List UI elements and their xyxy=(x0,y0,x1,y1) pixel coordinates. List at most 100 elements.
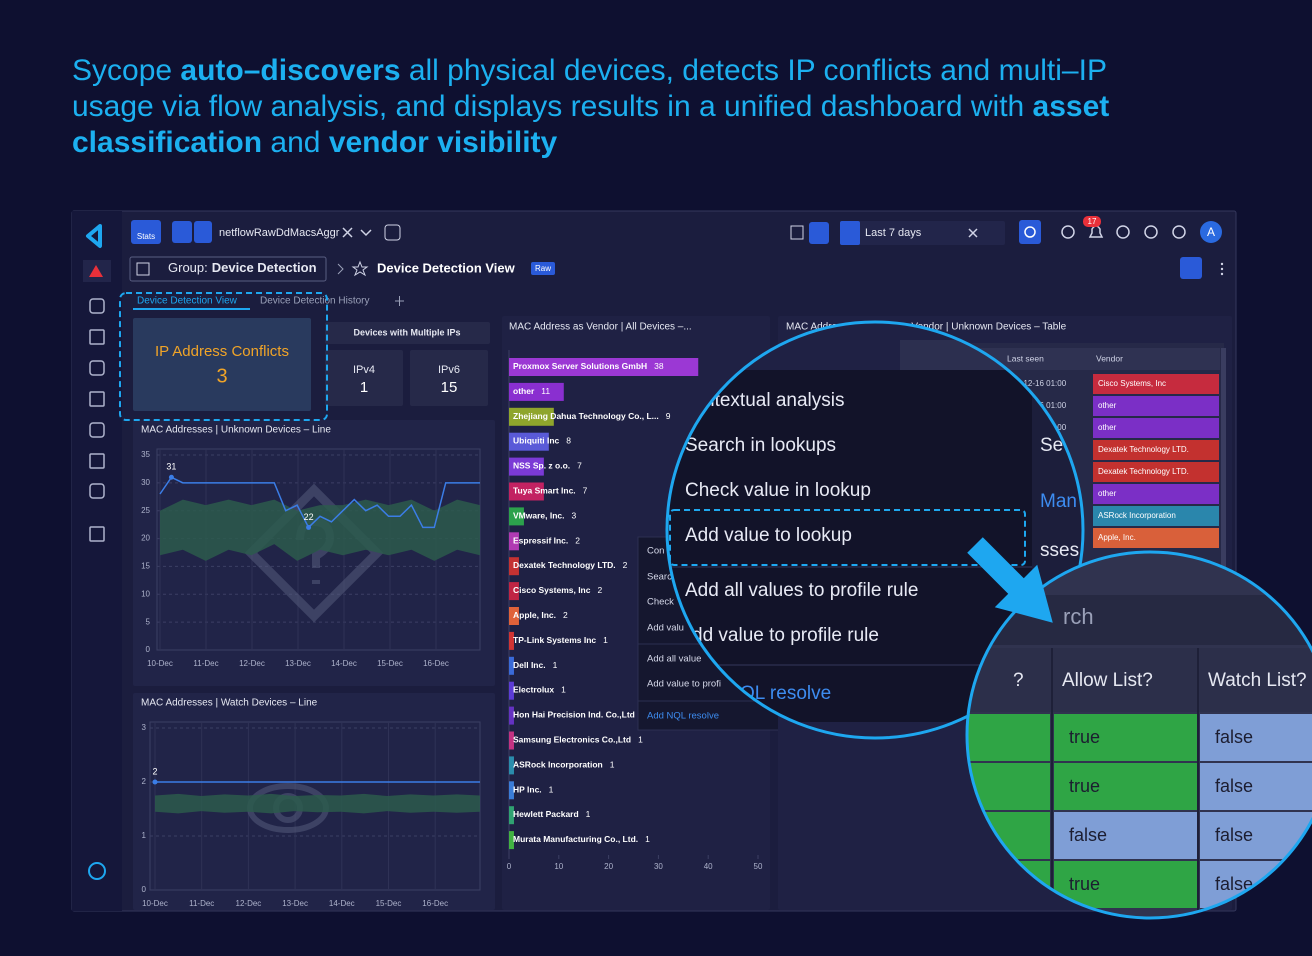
context-menu-item[interactable]: Con xyxy=(647,546,664,557)
bar-category: Apple, Inc. xyxy=(513,610,556,620)
toolbar-icon[interactable] xyxy=(1061,225,1075,239)
x-tick-label: 30 xyxy=(654,862,663,871)
headline-line: usage via flow analysis, and displays re… xyxy=(72,90,1109,123)
x-tick-label: 0 xyxy=(507,862,512,871)
multi-ip-header xyxy=(325,322,490,344)
time-clear[interactable] xyxy=(968,228,978,238)
query-icon xyxy=(172,221,192,243)
behind-text: sses | xyxy=(1040,540,1089,561)
bar-label: Proxmox Server Solutions GmbH 38 xyxy=(513,361,664,371)
add-query[interactable] xyxy=(384,224,401,241)
vendor-name: other xyxy=(1098,489,1117,498)
zoom-menu-item[interactable]: QL resolve xyxy=(740,683,831,704)
bar xyxy=(509,457,544,476)
zoom-column-header: Watch List? xyxy=(1208,670,1307,691)
bar-value: 2 xyxy=(563,610,568,620)
vendor-cell xyxy=(1093,462,1219,482)
refresh-icon xyxy=(1024,226,1036,238)
bool-value: true xyxy=(1069,727,1100,747)
bar-label: ASRock Incorporation 1 xyxy=(513,760,615,770)
bar-label: Electrolux 1 xyxy=(513,685,566,695)
bar-label: TP-Link Systems Inc 1 xyxy=(513,635,608,645)
avatar[interactable] xyxy=(1200,221,1222,243)
zoom-menu-item[interactable]: Search in lookups xyxy=(685,435,836,456)
y-tick-label: 3 xyxy=(142,723,147,732)
bar-value: 7 xyxy=(577,461,582,471)
breadcrumb-sep xyxy=(337,263,344,275)
nav-icon[interactable] xyxy=(89,422,105,438)
toolbar-icon[interactable] xyxy=(1144,225,1158,239)
bar-value: 1 xyxy=(645,834,650,844)
bar-label: Espressif Inc. 2 xyxy=(513,536,580,546)
nav-icon[interactable] xyxy=(89,526,105,542)
bar-label: Hewlett Packard 1 xyxy=(513,809,591,819)
x-tick-label: 15-Dec xyxy=(376,899,402,908)
edit-button[interactable] xyxy=(1180,257,1202,279)
context-menu-item[interactable]: Add all value xyxy=(647,654,701,665)
group-selector[interactable] xyxy=(129,256,327,282)
kpi-title: IP Address Conflicts xyxy=(155,343,289,360)
bar-value: 1 xyxy=(549,785,554,795)
bar xyxy=(509,382,564,401)
zoom-menu-item[interactable]: ntextual analysis xyxy=(704,390,844,411)
bar-category: Cisco Systems, Inc xyxy=(513,585,591,595)
time-box[interactable] xyxy=(840,221,1005,245)
bar-category: Hon Hai Precision Ind. Co.,Ltd xyxy=(513,710,635,720)
nav-icon[interactable] xyxy=(89,391,105,407)
nav-icon[interactable] xyxy=(89,360,105,376)
tab[interactable]: Device Detection History xyxy=(260,296,369,307)
behind-text: Se xyxy=(1040,435,1063,456)
context-menu-item[interactable]: Check xyxy=(647,597,674,608)
headline-line: Sycope auto–discovers all physical devic… xyxy=(72,54,1107,87)
bar-category: Dell Inc. xyxy=(513,660,546,670)
bar xyxy=(509,731,514,750)
y-tick-label: 0 xyxy=(142,885,147,894)
save-button[interactable] xyxy=(790,225,804,240)
pointer-arrow xyxy=(967,537,1053,623)
nav-icon[interactable] xyxy=(89,298,105,314)
context-menu-item[interactable]: Add valu xyxy=(647,623,684,634)
context-menu-item[interactable]: Add value to profi xyxy=(647,679,721,690)
toolbar-icon[interactable] xyxy=(1116,225,1130,239)
vendor-name: Dexatek Technology LTD. xyxy=(1098,445,1189,454)
logo xyxy=(86,224,102,248)
x-tick-label: 14-Dec xyxy=(331,659,357,668)
bar-label: VMware, Inc. 3 xyxy=(513,511,577,521)
bar-value: 1 xyxy=(561,685,566,695)
stats-button[interactable] xyxy=(131,220,161,244)
nav-icon[interactable] xyxy=(89,483,105,499)
tab[interactable]: Device Detection View xyxy=(137,296,238,307)
context-menu-item[interactable]: Searc xyxy=(647,572,672,583)
notification-badge xyxy=(1083,216,1101,227)
favorite-star[interactable] xyxy=(351,260,369,277)
y-tick-label: 0 xyxy=(146,645,151,654)
bar-category: Ubiquiti Inc xyxy=(513,436,560,446)
x-tick-label: 13-Dec xyxy=(282,899,308,908)
stats-label: Stats xyxy=(137,232,155,241)
headline-strong: asset xyxy=(1033,90,1110,123)
zoom-menu-item[interactable]: Check value in lookup xyxy=(685,480,871,501)
bar xyxy=(509,557,519,576)
toolbar-icon[interactable] xyxy=(1172,225,1186,239)
nav-icon[interactable] xyxy=(89,329,105,345)
zoom-menu-item[interactable]: Add all values to profile rule xyxy=(685,580,918,601)
zoom-menu-item[interactable]: dd value to profile rule xyxy=(692,625,879,646)
range-band xyxy=(155,793,480,814)
y-tick-label: 2 xyxy=(142,777,147,786)
bool-cell xyxy=(1200,714,1312,761)
query-clear[interactable] xyxy=(342,227,372,238)
nav-icon[interactable] xyxy=(89,453,105,469)
help-icon[interactable] xyxy=(88,862,106,880)
headline-text: all physical devices, detects IP conflic… xyxy=(401,54,1107,87)
alert-icon xyxy=(89,265,103,277)
context-menu-item[interactable]: Add NQL resolve xyxy=(647,711,719,722)
bar-label: Dell Inc. 1 xyxy=(513,660,558,670)
refresh-button[interactable] xyxy=(1019,220,1041,244)
menu-dot xyxy=(1220,262,1224,266)
filter-button[interactable] xyxy=(809,222,829,244)
zoom-menu-item[interactable]: Add value to lookup xyxy=(685,525,852,546)
group-icon xyxy=(136,262,150,276)
bool-value: false xyxy=(1215,825,1253,845)
kpi-panel xyxy=(133,318,311,411)
bar-value: 1 xyxy=(638,735,643,745)
